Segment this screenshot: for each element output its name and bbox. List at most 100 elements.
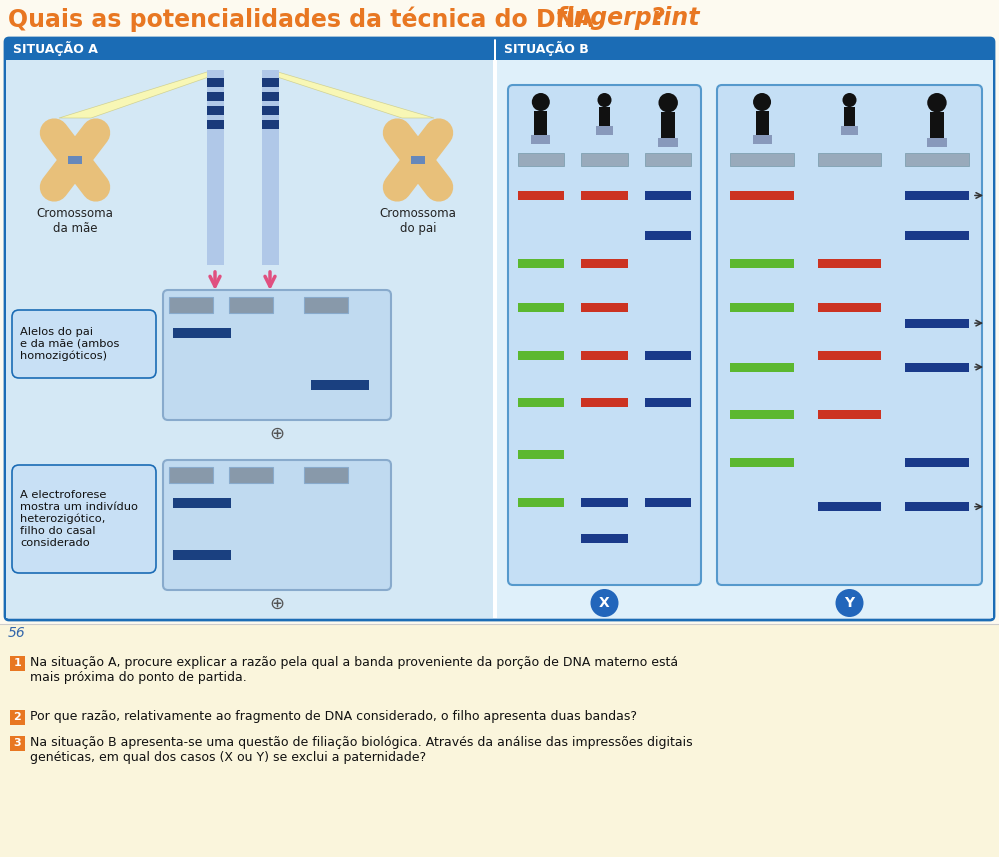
Circle shape (658, 93, 678, 112)
Bar (645, 498, 691, 507)
Bar (169, 297, 213, 313)
Circle shape (842, 93, 856, 107)
Text: X: X (599, 596, 609, 610)
Bar (262, 106, 279, 115)
Bar (645, 231, 691, 240)
Circle shape (597, 93, 611, 107)
Text: 56: 56 (8, 626, 26, 640)
Bar (169, 467, 213, 483)
Bar (517, 191, 564, 200)
Bar (207, 106, 224, 115)
Bar (818, 303, 881, 312)
Bar (930, 112, 944, 138)
Bar (818, 259, 881, 267)
Bar (304, 467, 348, 483)
Text: Quais as potencialidades da técnica do DNA: Quais as potencialidades da técnica do D… (8, 6, 601, 32)
Circle shape (835, 589, 863, 617)
Bar (841, 126, 857, 135)
Bar (581, 351, 627, 360)
Text: 1: 1 (14, 658, 21, 668)
Text: ?: ? (651, 6, 664, 30)
Bar (730, 411, 794, 419)
Bar (730, 363, 794, 372)
Bar (207, 120, 224, 129)
Bar (411, 156, 426, 164)
Text: Por que razão, relativamente ao fragmento de DNA considerado, o filho apresenta : Por que razão, relativamente ao fragment… (30, 710, 637, 723)
Bar (311, 380, 369, 390)
Bar (10, 736, 25, 751)
Circle shape (590, 589, 618, 617)
Bar (645, 191, 691, 200)
Text: 3: 3 (14, 739, 21, 748)
Bar (818, 411, 881, 419)
Bar (517, 303, 564, 312)
Bar (661, 112, 675, 138)
Circle shape (753, 93, 771, 111)
Bar (927, 138, 947, 147)
Bar (5, 38, 494, 60)
Bar (517, 399, 564, 407)
Bar (645, 153, 691, 166)
Text: ⊕: ⊕ (270, 595, 285, 613)
Text: Cromossoma
da mãe: Cromossoma da mãe (37, 207, 114, 235)
Bar (658, 138, 678, 147)
Bar (581, 153, 627, 166)
Bar (730, 153, 794, 166)
Bar (730, 259, 794, 267)
Text: SITUAÇÃO B: SITUAÇÃO B (504, 41, 588, 56)
Text: Na situação A, procure explicar a razão pela qual a banda proveniente da porção : Na situação A, procure explicar a razão … (30, 656, 678, 684)
Polygon shape (262, 72, 434, 118)
Bar (818, 153, 881, 166)
Bar (173, 550, 231, 560)
Bar (645, 351, 691, 360)
Bar (304, 297, 348, 313)
Bar (905, 319, 969, 327)
Bar (229, 297, 273, 313)
Bar (497, 60, 993, 618)
Bar (517, 259, 564, 267)
Bar (905, 363, 969, 372)
Bar (596, 126, 612, 135)
Bar (818, 351, 881, 360)
Circle shape (927, 93, 947, 112)
Bar (517, 450, 564, 459)
Text: ⊕: ⊕ (270, 425, 285, 443)
Text: Cromossoma
do pai: Cromossoma do pai (380, 207, 457, 235)
Bar (517, 153, 564, 166)
FancyBboxPatch shape (508, 85, 701, 585)
Bar (173, 328, 231, 338)
Bar (905, 231, 969, 240)
Bar (752, 135, 771, 144)
FancyBboxPatch shape (163, 290, 391, 420)
Bar (905, 458, 969, 467)
Bar (10, 710, 25, 725)
Bar (207, 70, 224, 265)
Bar (517, 498, 564, 507)
Bar (262, 120, 279, 129)
Bar (534, 111, 547, 135)
Bar (905, 502, 969, 511)
Bar (730, 303, 794, 312)
Text: SITUAÇÃO A: SITUAÇÃO A (13, 41, 98, 56)
Bar (905, 153, 969, 166)
Bar (581, 399, 627, 407)
Text: Alelos do pai
e da mãe (ambos
homozigóticos): Alelos do pai e da mãe (ambos homozigóti… (20, 327, 119, 361)
Bar (68, 156, 82, 164)
Bar (207, 92, 224, 101)
Text: fingerprint: fingerprint (556, 6, 700, 30)
Bar (844, 107, 854, 126)
Bar (581, 191, 627, 200)
Bar (905, 191, 969, 200)
Text: 2: 2 (14, 712, 21, 722)
Bar (581, 534, 627, 543)
Bar (581, 259, 627, 267)
Polygon shape (59, 72, 223, 118)
Bar (645, 399, 691, 407)
FancyBboxPatch shape (5, 38, 994, 620)
FancyBboxPatch shape (163, 460, 391, 590)
Bar (730, 458, 794, 467)
FancyBboxPatch shape (12, 310, 156, 378)
Text: Y: Y (844, 596, 854, 610)
Bar (730, 191, 794, 200)
Bar (10, 656, 25, 671)
